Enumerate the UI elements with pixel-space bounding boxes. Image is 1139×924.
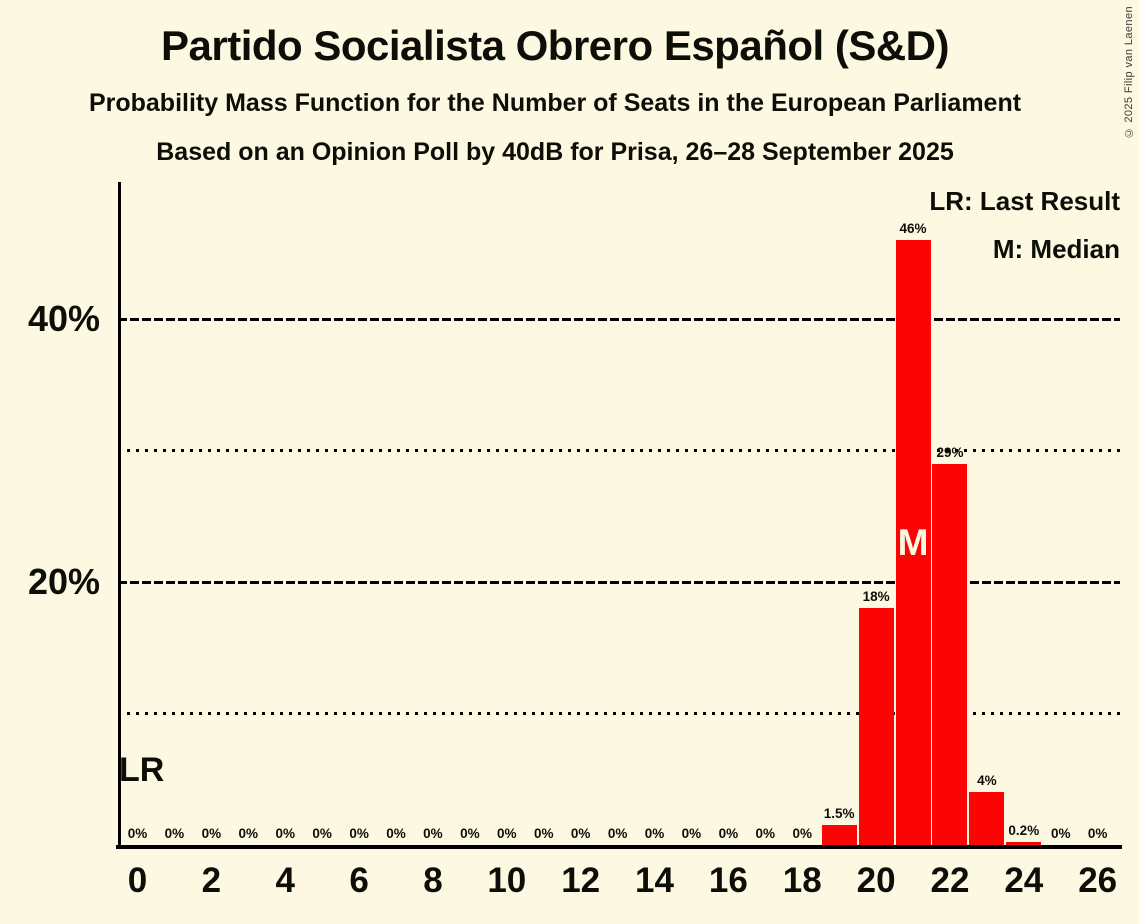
x-tick-label-0: 0 [127, 861, 148, 900]
x-tick-label-20: 20 [856, 861, 896, 900]
bar-seat-24 [1006, 842, 1042, 845]
gridline-40pct [118, 317, 1120, 321]
bar-label-seat-22: 29% [936, 444, 964, 460]
bar-label-seat-9: 0% [460, 826, 480, 841]
bar-label-seat-24: 0.2% [1008, 823, 1040, 839]
chart-title: Partido Socialista Obrero Español (S&D) [161, 22, 950, 69]
bar-label-seat-2: 0% [201, 826, 222, 841]
x-tick-label-24: 24 [1004, 861, 1044, 900]
x-tick-label-10: 10 [487, 861, 527, 900]
x-tick-label-8: 8 [423, 861, 443, 900]
bar-label-seat-10: 0% [497, 826, 517, 841]
bar-label-seat-20: 18% [862, 589, 890, 605]
bar-label-seat-17: 0% [755, 826, 776, 841]
bar-label-seat-25: 0% [1050, 826, 1071, 841]
bar-label-seat-12: 0% [570, 826, 591, 841]
x-tick-label-4: 4 [275, 861, 295, 900]
bar-label-seat-11: 0% [533, 826, 554, 841]
bar-label-seat-0: 0% [127, 826, 148, 841]
bar-label-seat-3: 0% [238, 826, 259, 841]
y-axis-line [118, 182, 121, 849]
x-tick-label-12: 12 [561, 861, 601, 900]
bar-seat-19 [821, 825, 857, 845]
bar-label-seat-13: 0% [607, 826, 628, 841]
bar-seat-23 [969, 792, 1005, 845]
legend-last-result: LR: Last Result [929, 186, 1120, 216]
y-tick-label-20: 20% [27, 561, 100, 602]
bar-label-seat-4: 0% [275, 826, 295, 841]
x-tick-label-14: 14 [635, 861, 674, 900]
bar-label-seat-8: 0% [423, 826, 443, 841]
bar-label-seat-7: 0% [386, 826, 406, 841]
bar-label-seat-16: 0% [718, 826, 739, 841]
bar-label-seat-19: 1.5% [823, 806, 855, 822]
bar-label-seat-1: 0% [164, 826, 185, 841]
bar-seat-20 [858, 608, 894, 845]
x-tick-label-6: 6 [349, 861, 369, 900]
median-marker: M [897, 521, 929, 563]
chart-source-line: Based on an Opinion Poll by 40dB for Pri… [156, 138, 954, 166]
bar-seat-22 [932, 463, 968, 845]
bar-label-seat-5: 0% [312, 826, 332, 841]
bar-label-seat-6: 0% [349, 826, 369, 841]
y-tick-label-40: 40% [27, 298, 100, 339]
gridline-30pct [118, 449, 1120, 452]
chart-subtitle: Probability Mass Function for the Number… [88, 89, 1022, 117]
x-tick-label-18: 18 [782, 861, 822, 900]
gridline-20pct [118, 580, 1120, 584]
x-tick-label-2: 2 [201, 861, 222, 900]
x-axis-line [116, 845, 1122, 849]
legend-median: M: Median [992, 234, 1120, 264]
x-tick-label-16: 16 [708, 861, 748, 900]
x-tick-label-22: 22 [930, 861, 970, 900]
bar-label-seat-26: 0% [1087, 826, 1108, 841]
bar-label-seat-15: 0% [681, 826, 702, 841]
gridline-10pct [118, 712, 1120, 715]
last-result-marker: LR [119, 751, 165, 789]
bar-label-seat-21: 46% [899, 221, 927, 237]
bar-seat-21 [895, 240, 931, 845]
bar-label-seat-23: 4% [977, 773, 997, 789]
bar-label-seat-14: 0% [644, 826, 665, 841]
bar-label-seat-18: 0% [792, 826, 812, 841]
x-tick-label-26: 26 [1078, 861, 1118, 900]
